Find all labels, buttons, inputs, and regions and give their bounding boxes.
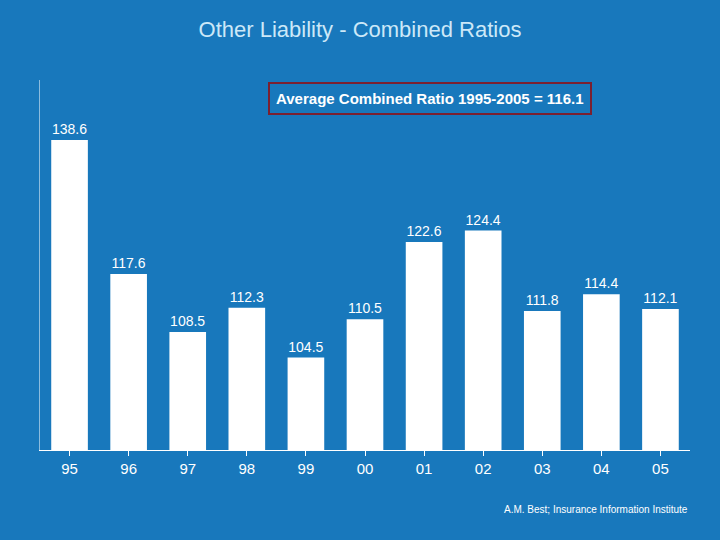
- svg-text:02: 02: [475, 460, 492, 477]
- svg-text:00: 00: [357, 460, 374, 477]
- svg-text:110.5: 110.5: [348, 300, 382, 316]
- svg-text:A.M. Best; Insurance Informati: A.M. Best; Insurance Information Institu…: [504, 504, 688, 515]
- svg-text:112.1: 112.1: [643, 290, 677, 306]
- svg-text:111.8: 111.8: [526, 292, 559, 308]
- svg-text:95: 95: [61, 460, 78, 477]
- svg-text:96: 96: [120, 460, 137, 477]
- svg-text:122.6: 122.6: [406, 223, 441, 239]
- svg-text:01: 01: [416, 460, 433, 477]
- svg-text:99: 99: [298, 460, 315, 477]
- svg-text:114.4: 114.4: [584, 275, 618, 291]
- svg-text:104.5: 104.5: [288, 339, 323, 355]
- svg-text:05: 05: [652, 460, 669, 477]
- svg-text:124.4: 124.4: [466, 212, 501, 228]
- svg-text:97: 97: [179, 460, 196, 477]
- svg-text:03: 03: [534, 460, 551, 477]
- svg-text:117.6: 117.6: [112, 255, 146, 271]
- svg-text:Other Liability - Combined Rat: Other Liability - Combined Ratios: [199, 17, 522, 42]
- svg-text:112.3: 112.3: [230, 289, 264, 305]
- svg-text:04: 04: [593, 460, 610, 477]
- svg-text:108.5: 108.5: [170, 313, 205, 329]
- svg-text:98: 98: [238, 460, 255, 477]
- svg-text:Average Combined Ratio 1995-20: Average Combined Ratio 1995-2005 = 116.1: [276, 90, 584, 107]
- svg-text:138.6: 138.6: [52, 121, 87, 137]
